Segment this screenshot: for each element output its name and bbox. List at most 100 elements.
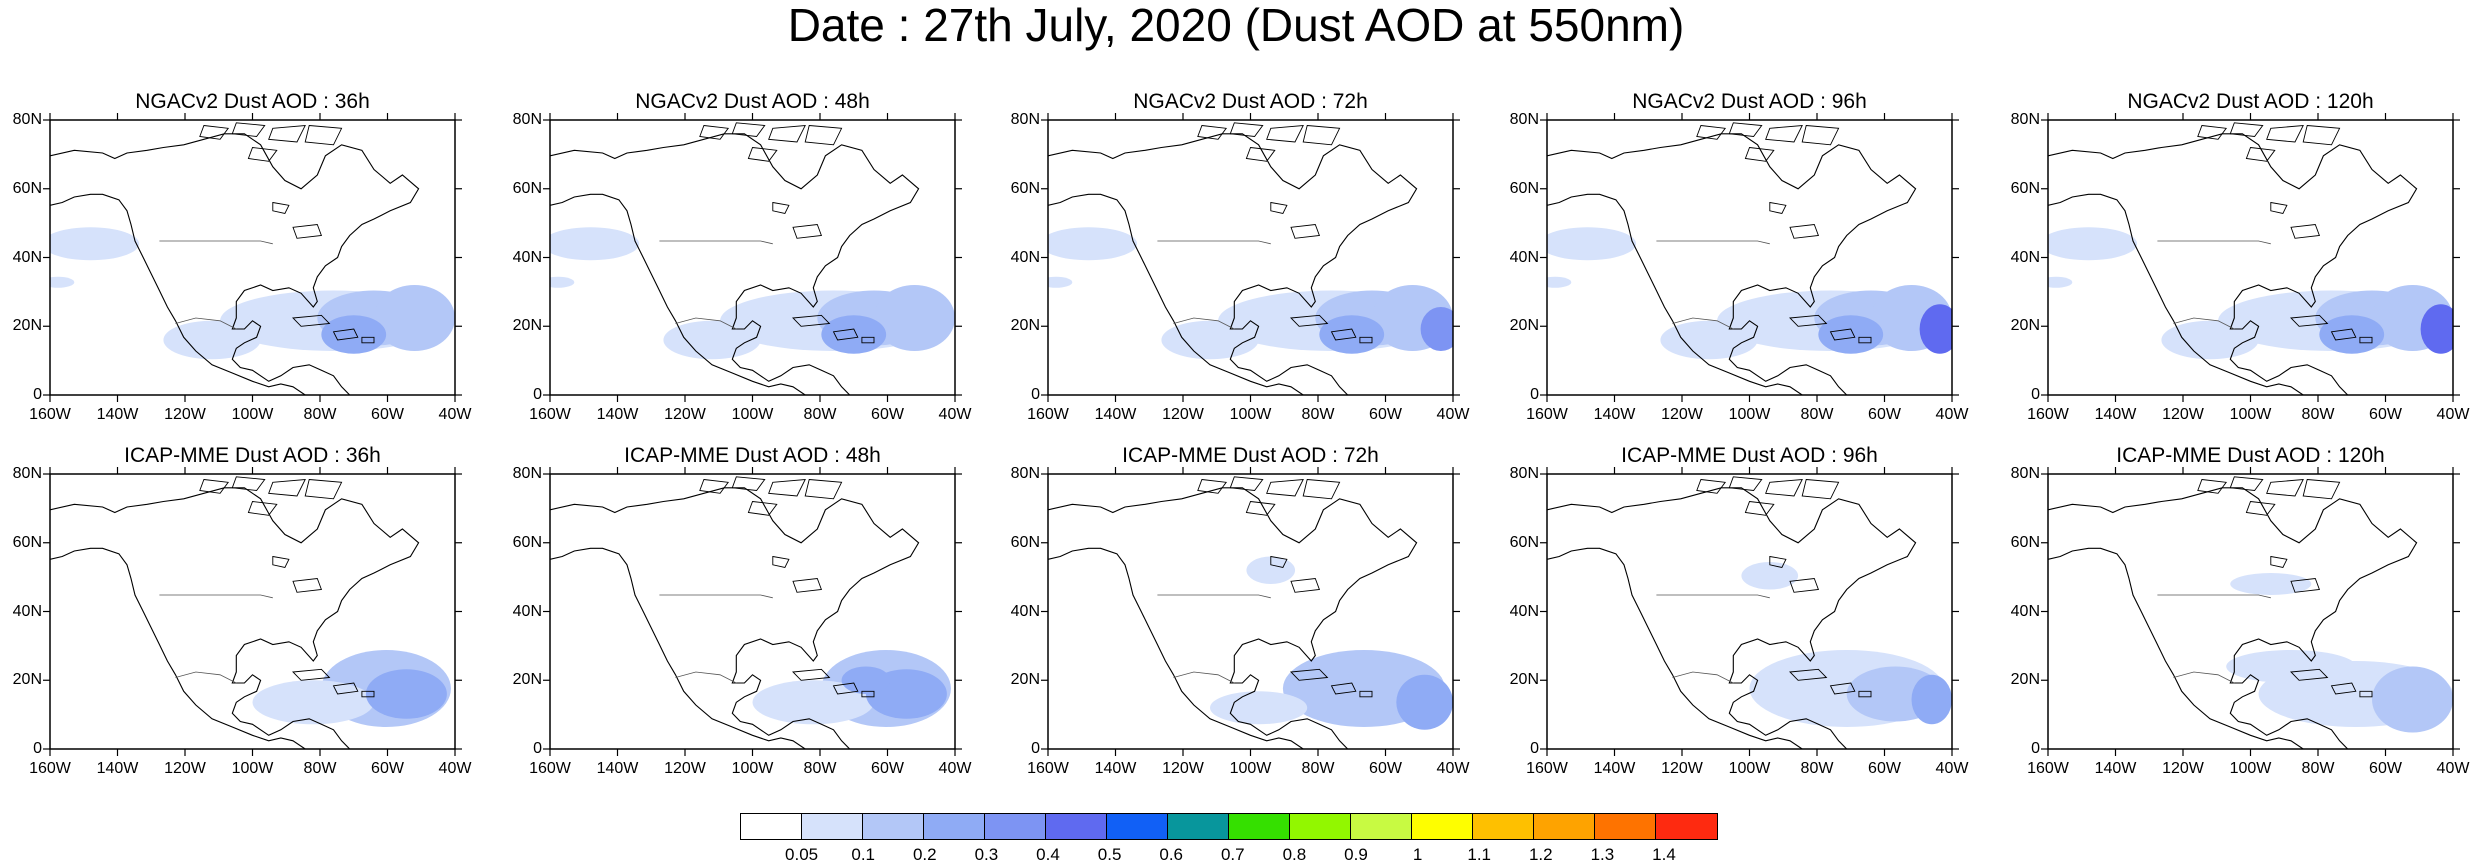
national-border bbox=[659, 594, 773, 684]
dust-aod-region bbox=[1919, 304, 1952, 354]
island-outline bbox=[1769, 555, 1787, 569]
island-outline bbox=[1330, 682, 1357, 695]
lat-tick-label: 80N bbox=[1010, 465, 1040, 482]
island-outline bbox=[1829, 328, 1856, 341]
map-content bbox=[550, 120, 955, 395]
lon-tick-label: 40W bbox=[2436, 760, 2470, 777]
lon-tick-label: 40W bbox=[1935, 406, 1969, 423]
dust-aod-region bbox=[821, 315, 887, 354]
colorbar-label: 0.9 bbox=[1344, 845, 1368, 864]
lon-tick-label: 120W bbox=[164, 406, 206, 423]
panel-title: NGACv2 Dust AOD : 120h bbox=[2127, 90, 2374, 113]
island-outline bbox=[699, 479, 730, 494]
national-border bbox=[1656, 594, 1770, 684]
lon-tick-label: 100W bbox=[2229, 760, 2272, 777]
lon-tick-label: 40W bbox=[1436, 406, 1470, 423]
dust-aod-region bbox=[1741, 562, 1799, 590]
lon-tick-label: 120W bbox=[164, 760, 206, 777]
island-outline bbox=[1290, 668, 1329, 681]
lat-tick-label: 0 bbox=[33, 386, 42, 403]
lon-tick-label: 160W bbox=[1027, 760, 1069, 777]
national-border bbox=[1157, 240, 1271, 330]
island-outline bbox=[2197, 479, 2228, 494]
lon-tick-label: 140W bbox=[1094, 760, 1137, 777]
lat-tick-label: 80N bbox=[2010, 111, 2040, 128]
lon-tick-label: 80W bbox=[1301, 760, 1335, 777]
map-panel-ngac-120 bbox=[2041, 113, 2460, 402]
lon-tick-label: 140W bbox=[1593, 406, 1636, 423]
map-content bbox=[1547, 474, 1952, 749]
island-outline bbox=[1266, 478, 1304, 497]
lon-tick-label: 160W bbox=[2027, 760, 2069, 777]
island-outline bbox=[1359, 690, 1373, 698]
island-outline bbox=[2266, 124, 2304, 143]
colorbar-swatch bbox=[1534, 814, 1595, 839]
national-border bbox=[1157, 594, 1271, 684]
map-content bbox=[2048, 474, 2453, 749]
dust-aod-region bbox=[50, 276, 75, 288]
island-outline bbox=[832, 328, 859, 341]
island-outline bbox=[1302, 125, 1341, 146]
lon-tick-label: 120W bbox=[664, 406, 706, 423]
lat-tick-label: 20N bbox=[512, 671, 542, 689]
island-outline bbox=[1829, 682, 1856, 695]
island-outline bbox=[1290, 578, 1321, 593]
colorbar-label: 0.8 bbox=[1282, 845, 1307, 864]
lon-tick-label: 120W bbox=[1162, 760, 1204, 777]
island-outline bbox=[1728, 122, 1763, 137]
island-outline bbox=[272, 201, 290, 215]
lon-tick-label: 60W bbox=[1868, 406, 1901, 423]
island-outline bbox=[1197, 125, 1228, 140]
island-outline bbox=[1229, 476, 1264, 491]
colorbar-label: 0.3 bbox=[974, 845, 999, 864]
island-outline bbox=[1696, 125, 1727, 140]
lat-tick-label: 40N bbox=[12, 248, 42, 266]
island-outline bbox=[1858, 336, 1872, 344]
lon-tick-label: 160W bbox=[1526, 760, 1568, 777]
lat-tick-label: 20N bbox=[1509, 317, 1539, 335]
island-outline bbox=[699, 125, 730, 140]
lon-tick-label: 40W bbox=[938, 760, 972, 777]
dust-aod-region bbox=[752, 680, 874, 725]
lon-tick-label: 60W bbox=[871, 406, 904, 423]
lat-tick-label: 80N bbox=[1509, 111, 1539, 128]
lat-tick-label: 0 bbox=[33, 740, 42, 757]
island-outline bbox=[1769, 201, 1787, 215]
island-outline bbox=[1245, 147, 1276, 162]
lat-tick-label: 60N bbox=[1010, 533, 1040, 551]
coastline bbox=[1547, 133, 1917, 395]
panel-title: NGACv2 Dust AOD : 48h bbox=[635, 90, 870, 113]
lon-tick-label: 100W bbox=[231, 406, 274, 423]
map-panel-ngac-96 bbox=[1540, 113, 1959, 402]
lat-tick-label: 0 bbox=[533, 386, 542, 403]
lat-tick-label: 40N bbox=[2010, 248, 2040, 266]
lat-tick-label: 20N bbox=[12, 317, 42, 335]
map-content bbox=[50, 120, 455, 395]
dust-aod-region bbox=[1396, 674, 1453, 730]
panel-title: ICAP-MME Dust AOD : 36h bbox=[124, 444, 381, 467]
colorbar-swatch bbox=[1473, 814, 1534, 839]
island-outline bbox=[1359, 336, 1373, 344]
colorbar-label: 0.5 bbox=[1097, 845, 1122, 864]
island-outline bbox=[1801, 125, 1840, 146]
island-outline bbox=[1744, 501, 1775, 516]
dust-aod-region bbox=[1547, 227, 1637, 261]
lat-tick-label: 80N bbox=[1509, 465, 1539, 482]
lon-tick-label: 160W bbox=[1526, 406, 1568, 423]
map-content bbox=[1048, 474, 1453, 749]
lon-tick-label: 60W bbox=[371, 406, 404, 423]
island-outline bbox=[247, 501, 278, 516]
lat-tick-label: 0 bbox=[1530, 386, 1539, 403]
lon-tick-label: 80W bbox=[803, 760, 837, 777]
island-outline bbox=[292, 668, 331, 681]
lat-tick-label: 40N bbox=[1509, 248, 1539, 266]
lon-tick-label: 60W bbox=[1868, 760, 1901, 777]
lon-tick-label: 100W bbox=[1229, 760, 1272, 777]
lat-tick-label: 80N bbox=[512, 111, 542, 128]
map-panel-ngac-36 bbox=[43, 113, 462, 402]
colorbar-swatch bbox=[1412, 814, 1473, 839]
colorbar-label: 1 bbox=[1412, 845, 1423, 864]
island-outline bbox=[1270, 555, 1288, 569]
lat-tick-label: 80N bbox=[512, 465, 542, 482]
lat-tick-label: 40N bbox=[12, 602, 42, 620]
